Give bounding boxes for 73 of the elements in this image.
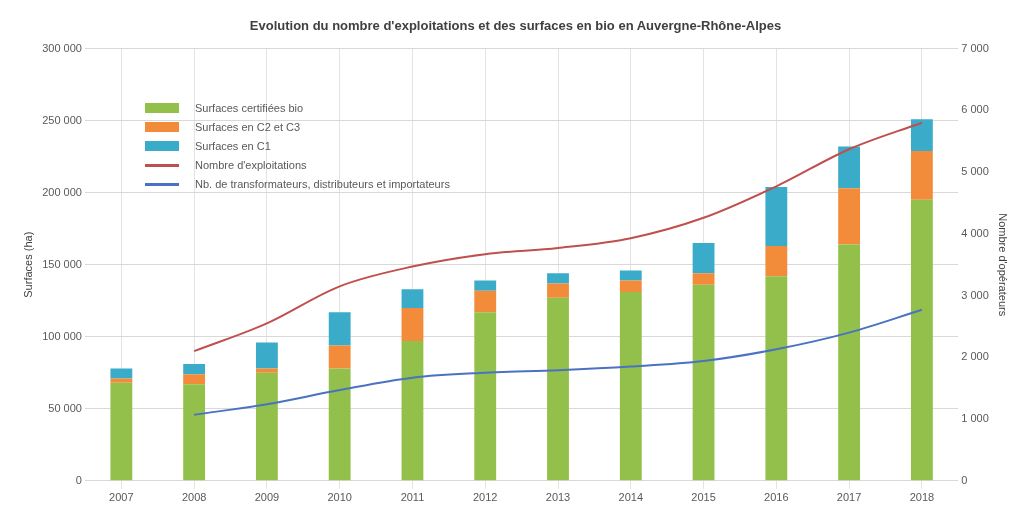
line-series <box>193 308 923 416</box>
bar <box>547 297 569 481</box>
bar <box>474 290 497 313</box>
x-tick-label: 2018 <box>909 491 935 504</box>
y2-tick-label: 7 000 <box>961 41 989 54</box>
bar <box>328 345 351 369</box>
bar <box>619 292 642 481</box>
bar <box>910 150 933 200</box>
bar <box>183 364 206 375</box>
bar <box>692 273 715 285</box>
bar <box>765 186 788 246</box>
y2-axis-title: Nombre d'opérateurs <box>997 213 1010 317</box>
bar <box>547 273 569 284</box>
line-series <box>193 121 923 353</box>
x-tick-label: 2013 <box>545 491 571 504</box>
y-axis-title: Surfaces (ha) <box>21 231 34 298</box>
bar <box>255 372 278 481</box>
bar <box>183 384 206 481</box>
legend-label: Nombre d'exploitations <box>194 159 307 172</box>
bar <box>328 312 351 346</box>
legend-label: Nb. de transformateurs, distributeurs et importateurs <box>194 178 450 191</box>
bar <box>619 280 642 293</box>
bar <box>110 368 133 379</box>
legend-label: Surfaces en C1 <box>194 140 271 153</box>
y-tick-label: 50 000 <box>48 401 82 414</box>
bar <box>401 289 424 308</box>
x-tick-label: 2012 <box>472 491 498 504</box>
y-tick-label: 300 000 <box>42 41 82 54</box>
x-tick-label: 2015 <box>691 491 716 504</box>
bar <box>110 378 133 383</box>
y-tick-label: 250 000 <box>42 113 82 126</box>
legend-label: Surfaces en C2 et C3 <box>194 121 301 134</box>
y-tick-label: 200 000 <box>42 185 82 198</box>
x-tick-label: 2011 <box>400 491 425 504</box>
y2-tick-label: 4 000 <box>961 226 989 239</box>
y2-tick-label: 1 000 <box>961 412 989 425</box>
bar <box>401 307 424 342</box>
y-tick-label: 150 000 <box>42 257 82 270</box>
y2-tick-label: 0 <box>961 473 968 486</box>
x-tick-label: 2009 <box>254 491 280 504</box>
y2-tick-label: 2 000 <box>961 350 989 363</box>
bar <box>910 199 933 481</box>
y2-tick-label: 3 000 <box>961 288 989 301</box>
x-tick-label: 2007 <box>109 491 134 504</box>
y2-tick-label: 5 000 <box>961 165 989 178</box>
bar <box>183 374 206 385</box>
bar <box>619 270 642 281</box>
bar <box>838 146 861 189</box>
x-tick-label: 2008 <box>181 491 207 504</box>
bar <box>474 280 497 291</box>
bar <box>910 119 933 151</box>
bar <box>328 368 351 481</box>
y-tick-label: 0 <box>75 473 82 486</box>
x-tick-label: 2014 <box>618 491 644 504</box>
bar <box>547 283 569 298</box>
chart-title: Evolution du nombre d'exploitations et des surfaces en bio en Auvergne-Rhône-Alpes <box>249 18 782 34</box>
y2-tick-label: 6 000 <box>961 103 989 116</box>
bar <box>110 382 133 481</box>
bar <box>838 188 861 245</box>
x-tick-label: 2016 <box>764 491 789 504</box>
x-tick-label: 2017 <box>836 491 862 504</box>
bar <box>765 276 788 481</box>
bar <box>255 342 278 369</box>
bar <box>692 243 715 274</box>
bar <box>401 341 424 481</box>
bar <box>474 312 497 481</box>
bar <box>255 368 278 373</box>
bar <box>838 244 861 481</box>
bar <box>692 284 715 481</box>
legend-label: Surfaces certifiées bio <box>194 102 304 115</box>
y-tick-label: 100 000 <box>42 329 82 342</box>
x-tick-label: 2010 <box>327 491 352 504</box>
bar <box>765 245 788 277</box>
